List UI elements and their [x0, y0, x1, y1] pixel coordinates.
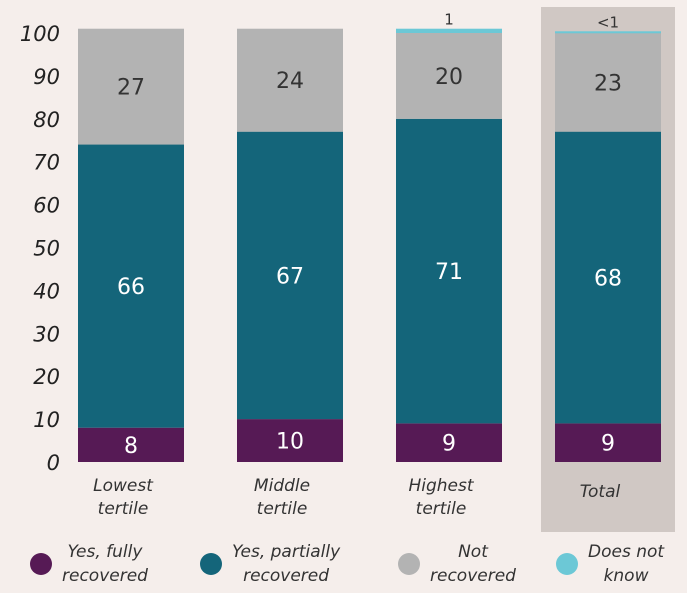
bar-segment	[396, 33, 502, 119]
legend-swatch	[398, 553, 420, 575]
x-category-label: tertile	[257, 499, 308, 519]
x-category-label: Highest	[408, 476, 474, 496]
bar-segment	[237, 419, 343, 462]
legend-label: Yes, fully recovered	[62, 540, 148, 588]
y-axis: 0 10 20 30 40 50 60 70 80 90 100	[20, 22, 60, 475]
legend-swatch	[200, 553, 222, 575]
x-category-label: tertile	[98, 499, 149, 519]
y-tick-label: 80	[33, 108, 60, 132]
bar-segment	[237, 131, 343, 420]
data-label: 27	[117, 76, 145, 101]
legend-label: Not recovered	[430, 540, 516, 588]
legend-label-line: Yes, fully	[67, 542, 143, 562]
y-tick-label: 0	[47, 451, 60, 475]
legend-item: Does not know	[556, 540, 664, 588]
legend: Yes, fully recovered Yes, partially recover…	[0, 540, 687, 593]
legend-swatch	[556, 553, 578, 575]
x-category-label: Total	[580, 482, 621, 502]
bar-segment	[396, 423, 502, 462]
data-label: 66	[117, 275, 145, 300]
legend-label: Yes, partially recovered	[232, 540, 340, 588]
x-category-label: Middle	[254, 476, 310, 496]
bars: 8 66 27 10 67 24 9 71 20 1 9 68 23 <1	[78, 11, 661, 462]
data-label: 9	[442, 432, 456, 457]
bar-segment	[237, 28, 343, 132]
y-tick-label: 90	[33, 65, 60, 89]
bar-segment	[555, 31, 661, 34]
legend-label-line: recovered	[243, 566, 330, 586]
bar-segment	[555, 33, 661, 132]
legend-label-line: Not	[458, 542, 488, 562]
x-category-label: Lowest	[93, 476, 154, 496]
y-tick-label: 30	[33, 322, 60, 346]
legend-item: Not recovered	[398, 540, 516, 588]
bar-segment	[555, 131, 661, 424]
y-tick-label: 20	[33, 365, 60, 389]
data-label: 68	[594, 267, 622, 292]
data-label: 71	[435, 260, 463, 285]
y-tick-label: 10	[33, 408, 60, 432]
legend-label-line: know	[603, 566, 649, 586]
x-axis: Lowest tertile Middle tertile Highest tertile…	[93, 476, 620, 519]
legend-label: Does not know	[588, 540, 664, 588]
legend-label-line: recovered	[430, 566, 516, 586]
bar-segment	[396, 118, 502, 424]
data-label: <1	[597, 13, 619, 31]
y-tick-label: 60	[33, 194, 60, 218]
legend-item: Yes, partially recovered	[200, 540, 340, 588]
data-label: 20	[435, 65, 463, 90]
y-tick-label: 100	[20, 22, 60, 46]
legend-swatch	[30, 553, 52, 575]
legend-label-line: recovered	[62, 566, 148, 586]
bar-segment	[78, 28, 184, 145]
y-tick-label: 50	[33, 237, 60, 261]
y-tick-label: 70	[33, 151, 60, 175]
bar-segment	[78, 144, 184, 428]
data-label: 24	[276, 69, 304, 94]
y-tick-label: 40	[33, 279, 60, 303]
bar-segment	[78, 427, 184, 462]
bar-segment	[555, 423, 661, 462]
data-label: 8	[124, 434, 138, 459]
data-label: 23	[594, 71, 622, 96]
legend-item: Yes, fully recovered	[30, 540, 148, 588]
legend-label-line: Does not	[588, 542, 665, 562]
bar-segment	[396, 28, 502, 33]
x-category-label: tertile	[416, 499, 467, 519]
legend-label-line: Yes, partially	[232, 542, 341, 562]
data-label: 67	[276, 264, 304, 289]
data-label: 10	[276, 430, 304, 455]
data-label: 9	[601, 432, 615, 457]
data-label: 1	[444, 11, 454, 29]
